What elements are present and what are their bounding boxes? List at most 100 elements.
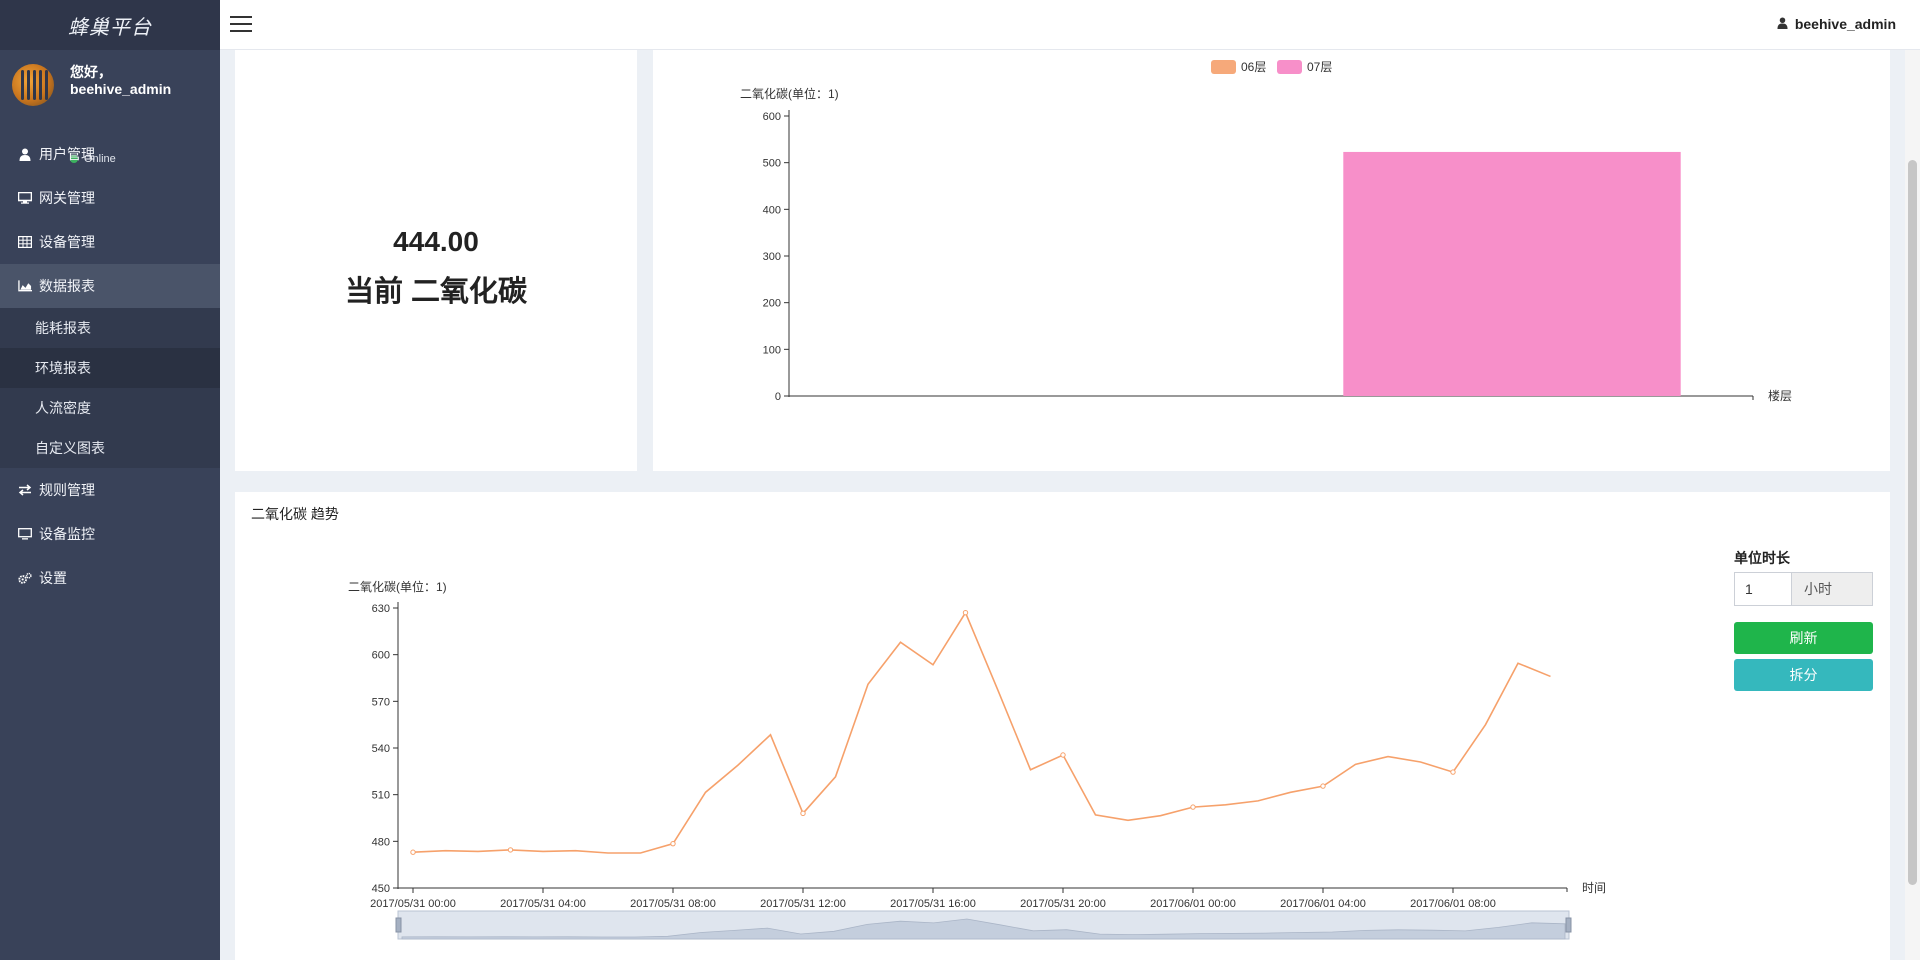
user-menu[interactable]: beehive_admin: [1777, 16, 1896, 32]
avatar: [12, 64, 54, 106]
bar-y-tick-label: 500: [763, 158, 781, 170]
topbar-username: beehive_admin: [1794, 16, 1896, 32]
line-x-tick-label: 2017/05/31 08:00: [630, 898, 716, 910]
sidebar-item-label: 规则管理: [39, 482, 95, 498]
bar-y-tick-label: 200: [763, 298, 781, 310]
unit-duration-label: 单位时长: [1734, 550, 1790, 566]
line-x-tick-label: 2017/05/31 00:00: [370, 898, 456, 910]
legend-label: 06层: [1241, 60, 1266, 74]
bar-y-tick-label: 100: [763, 344, 781, 356]
bar-y-tick-label: 400: [763, 204, 781, 216]
bar-y-tick-label: 300: [763, 251, 781, 263]
trend-point: [962, 609, 969, 616]
line-y-tick-label: 570: [372, 696, 390, 708]
trend-point: [670, 840, 676, 847]
legend-label: 07层: [1307, 60, 1332, 74]
sidebar-item-users[interactable]: 用户管理: [0, 132, 220, 176]
scrollbar-thumb[interactable]: [1908, 160, 1917, 885]
submenu-item-environment[interactable]: 环境报表: [0, 348, 220, 388]
line-y-tick-label: 540: [372, 743, 390, 755]
line-y-tick-label: 630: [372, 603, 390, 615]
trend-panel: 二氧化碳 趋势 二氧化碳(单位：1) 时间 450 480 510 540 570 600 63…: [235, 492, 1890, 960]
line-y-tick-label: 480: [372, 836, 390, 848]
co2-trend-line: [412, 610, 1551, 854]
sidebar-menu: 用户管理 网关管理 设备管理 数据报表 能耗报表 环境报表 人流密度 自定义图表: [0, 132, 220, 600]
trend-line-chart: 二氧化碳(单位：1) 时间 450 480 510 540 570 600 630 2017/05…: [348, 579, 1606, 940]
current-value: 444.00: [393, 226, 479, 257]
page-scrollbar[interactable]: [1905, 50, 1920, 960]
unit-duration-input[interactable]: [1734, 572, 1792, 606]
submenu-item-energy[interactable]: 能耗报表: [35, 320, 91, 336]
sidebar-item-rules[interactable]: 规则管理: [0, 468, 220, 512]
sidebar-item-gateways[interactable]: 网关管理: [0, 176, 220, 220]
line-x-tick-label: 2017/05/31 12:00: [760, 898, 846, 910]
line-x-tick-label: 2017/05/31 20:00: [1020, 898, 1106, 910]
line-y-axis-label: 二氧化碳(单位：1): [348, 579, 447, 594]
submenu-item-custom-charts[interactable]: 自定义图表: [35, 440, 105, 456]
sidebar-username: beehive_admin: [70, 81, 172, 97]
sidebar-item-label: 设置: [39, 570, 67, 586]
table-icon: [18, 235, 32, 249]
sidebar-item-label: 网关管理: [39, 190, 95, 206]
line-y-tick-label: 450: [372, 883, 390, 895]
sidebar-item-label: 用户管理: [39, 146, 95, 162]
menu-toggle-icon[interactable]: [230, 15, 252, 33]
bar-y-tick-label: 600: [763, 111, 781, 123]
line-y-tick-label: 510: [372, 790, 390, 802]
submenu-item-crowd-density[interactable]: 人流密度: [35, 400, 91, 416]
online-dot-icon: [70, 155, 78, 163]
user-icon: [18, 147, 32, 161]
trend-point: [800, 810, 806, 817]
legend-swatch: [1211, 60, 1236, 74]
line-y-tick-label: 600: [372, 650, 390, 662]
data-zoom-handle-right: [1565, 917, 1572, 933]
line-x-tick-label: 2017/06/01 00:00: [1150, 898, 1236, 910]
desktop-icon: [18, 191, 32, 205]
sidebar-item-reports[interactable]: 数据报表: [0, 264, 220, 308]
trend-point: [410, 849, 416, 855]
exchange-icon: [18, 483, 32, 497]
line-x-tick-label: 2017/06/01 08:00: [1410, 898, 1496, 910]
current-value-panel: 444.00 当前 二氧化碳: [235, 50, 637, 471]
trend-point: [507, 847, 514, 853]
legend-swatch: [1277, 60, 1302, 74]
trend-point: [1320, 783, 1326, 789]
sidebar-item-label: 数据报表: [39, 278, 95, 294]
online-status-text: Online: [84, 153, 116, 165]
data-zoom-shadow: [401, 918, 1566, 940]
line-x-tick-label: 2017/06/01 04:00: [1280, 898, 1366, 910]
sidebar-item-label: 设备监控: [39, 526, 95, 542]
sidebar-item-devices[interactable]: 设备管理: [0, 220, 220, 264]
area-chart-icon: [18, 279, 32, 293]
bar-x-axis-label: 楼层: [1768, 388, 1792, 403]
gears-icon: [18, 571, 32, 585]
bar-y-tick-label: 0: [775, 391, 781, 403]
reports-submenu: 能耗报表 环境报表 人流密度 自定义图表: [0, 308, 220, 468]
trend-point: [1450, 769, 1456, 775]
line-x-tick-label: 2017/05/31 04:00: [500, 898, 586, 910]
unit-suffix: 小时: [1792, 572, 1873, 606]
greeting-text: 您好，: [70, 64, 112, 80]
trend-title: 二氧化碳 趋势: [251, 506, 339, 522]
floor-chart-panel: 06层 07层二氧化碳(单位：1) 楼层 0 100 200 300 400 500 600: [653, 50, 1890, 471]
user-icon: [1777, 16, 1788, 32]
data-zoom-handle-left: [395, 917, 402, 933]
online-status: Online: [70, 153, 116, 165]
sidebar-item-settings[interactable]: 设置: [0, 556, 220, 600]
sidebar-item-label: 设备管理: [39, 234, 95, 250]
bar-y-axis-label: 二氧化碳(单位：1): [740, 86, 839, 101]
sidebar: 蜂巢平台 您好， beehive_admin Online 用户管理: [0, 0, 220, 960]
split-button[interactable]: 拆分: [1734, 659, 1873, 691]
bar-07层: [1343, 151, 1681, 396]
line-x-tick-label: 2017/05/31 16:00: [890, 898, 976, 910]
refresh-button[interactable]: 刷新: [1734, 622, 1873, 654]
trend-point: [1190, 804, 1196, 810]
brand-logo[interactable]: 蜂巢平台: [0, 0, 220, 50]
user-panel: 您好， beehive_admin Online: [0, 50, 220, 165]
current-label: 当前 二氧化碳: [344, 276, 528, 308]
line-x-axis-label: 时间: [1582, 881, 1606, 895]
sidebar-item-monitoring[interactable]: 设备监控: [0, 512, 220, 556]
top-navbar: beehive_admin: [220, 0, 1920, 50]
user-greeting: 您好， beehive_admin: [70, 64, 171, 98]
